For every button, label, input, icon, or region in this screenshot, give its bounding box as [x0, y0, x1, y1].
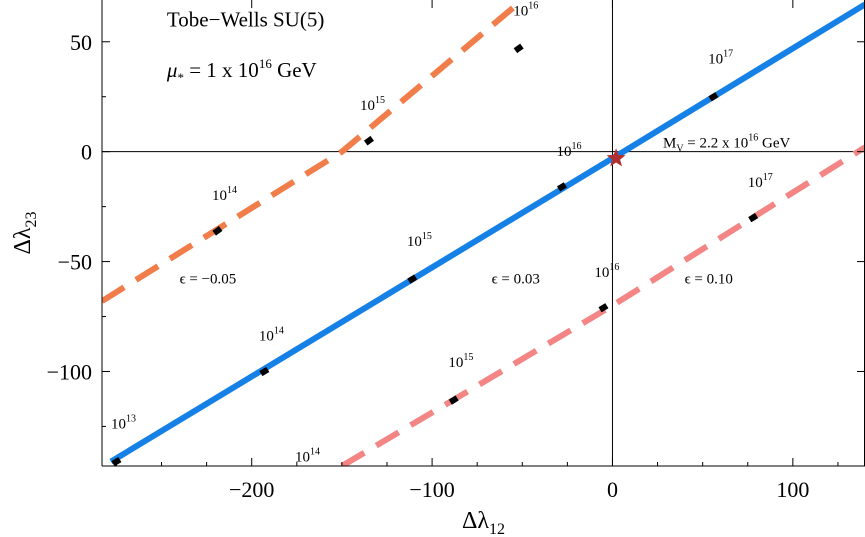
y-tick-label: −50 [58, 250, 92, 275]
mv-exponent: 16 [748, 132, 758, 143]
scale-mark [363, 135, 374, 146]
scale-label-exponent: 15 [375, 95, 385, 106]
scale-label-base: 10 [360, 98, 375, 114]
mu-unit: GeV [272, 58, 317, 82]
y-tick-label: 0 [81, 140, 92, 165]
x-tick-label: −100 [409, 477, 454, 502]
scale-label: 1017 [748, 172, 773, 191]
scale-mark [111, 456, 122, 467]
mv-star-marker [606, 148, 626, 167]
y-tick-label: 50 [70, 30, 92, 55]
x-tick-label: −200 [229, 477, 274, 502]
mu-value: = 1 x 10 [184, 58, 259, 82]
mv-unit: GeV [758, 135, 790, 151]
scale-label-base: 10 [111, 417, 126, 433]
mu-subscript: * [177, 70, 184, 85]
scale-label-exponent: 17 [763, 172, 773, 183]
scale-label-base: 10 [594, 265, 609, 281]
x-axis-label-main: Δλ [462, 508, 489, 534]
scale-label: 1015 [360, 95, 385, 114]
scale-label: 1013 [111, 414, 136, 433]
scale-marks-layer: 1014101510161013101410151016101710141015… [111, 0, 773, 467]
scale-label-exponent: 16 [528, 0, 538, 11]
scale-label-exponent: 16 [572, 141, 582, 152]
scale-mark [407, 274, 418, 284]
series-label-0: ϵ = −0.05 [180, 272, 237, 288]
x-axis-label-sub: 12 [489, 521, 505, 537]
scale-label-exponent: 15 [422, 231, 432, 242]
scale-label-exponent: 17 [723, 49, 733, 60]
scale-mark [448, 395, 459, 405]
y-tick-label: −100 [47, 359, 92, 384]
mu-annotation: μ* = 1 x 1016 GeV [166, 56, 317, 85]
mv-annotation: MV = 2.2 x 1016 GeV [663, 132, 791, 154]
scale-mark [212, 226, 223, 236]
scale-label: 1017 [708, 49, 733, 68]
mv-subscript: V [676, 143, 684, 154]
scale-label: 1016 [513, 0, 538, 19]
y-axis-label: Δλ23 [10, 211, 40, 254]
scale-label-exponent: 14 [310, 447, 320, 458]
scale-mark [748, 212, 759, 223]
scale-mark [556, 182, 567, 192]
scale-label: 1015 [407, 231, 432, 250]
ticks-layer: −200 −100 0 100 50 0 −50 −100 [47, 0, 865, 502]
x-tick-label: 0 [607, 477, 618, 502]
scale-label: 1016 [557, 141, 582, 160]
x-tick-label: 100 [776, 477, 809, 502]
scale-label: 1014 [259, 326, 284, 345]
scale-label-exponent: 15 [463, 352, 473, 363]
scale-label-base: 10 [748, 175, 763, 191]
scale-label-base: 10 [259, 329, 274, 345]
series-line-0 [102, 0, 525, 304]
scale-label-exponent: 16 [609, 262, 619, 273]
mu-symbol: μ [166, 58, 178, 82]
scale-label-base: 10 [448, 355, 463, 371]
scale-label-exponent: 13 [126, 414, 136, 425]
scale-label: 1016 [594, 262, 619, 281]
scale-mark [259, 366, 270, 377]
scale-label: 1014 [212, 185, 237, 204]
model-annotation: Tobe−Wells SU(5) [167, 7, 324, 31]
scale-label: 1015 [448, 352, 473, 371]
scale-label: 1014 [295, 447, 320, 466]
scale-label-base: 10 [708, 52, 723, 68]
scale-label-base: 10 [407, 234, 422, 250]
scale-label-base: 10 [295, 450, 310, 466]
mv-value: = 2.2 x 10 [684, 135, 749, 151]
scale-label-base: 10 [212, 188, 227, 204]
series-labels: ϵ = −0.05 ϵ = 0.03 ϵ = 0.10 [180, 272, 733, 288]
scale-label-base: 10 [557, 144, 572, 160]
series-line-2 [340, 144, 865, 466]
series-label-1: ϵ = 0.03 [492, 272, 540, 288]
y-axis-label-sub: 23 [23, 211, 40, 227]
scale-mark [513, 43, 524, 54]
scale-label-exponent: 14 [227, 185, 237, 196]
mu-exponent: 16 [259, 56, 273, 71]
scale-mark [598, 303, 609, 313]
scale-label-exponent: 14 [274, 326, 284, 337]
scale-label-base: 10 [513, 3, 528, 19]
mv-symbol: M [663, 135, 676, 151]
y-axis-label-main: Δλ [10, 227, 36, 254]
series-label-2: ϵ = 0.10 [685, 272, 733, 288]
x-axis-label: Δλ12 [462, 508, 505, 537]
scale-mark [708, 92, 719, 102]
